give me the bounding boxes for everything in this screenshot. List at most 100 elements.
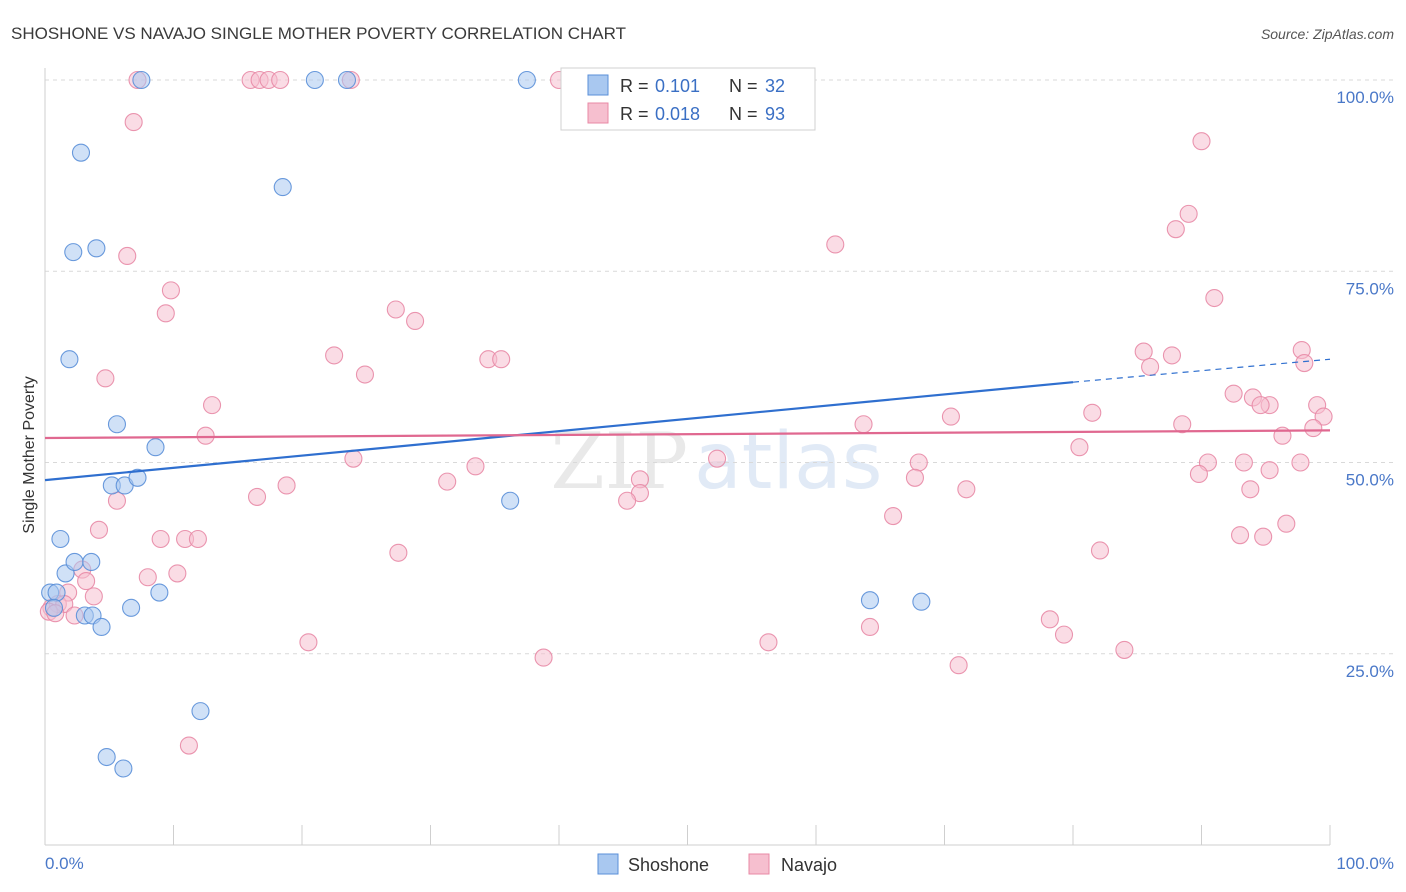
shoshone-point	[191, 702, 210, 721]
legend-r-label-shoshone: R =	[620, 76, 649, 96]
shoshone-point	[337, 70, 357, 90]
navajo-point	[1189, 464, 1208, 484]
navajo-point	[156, 304, 175, 323]
navajo-point	[84, 587, 103, 606]
navajo-point	[96, 369, 115, 388]
navajo-point	[107, 491, 127, 510]
shoshone-point	[82, 552, 101, 572]
legend-swatch-navajo	[587, 102, 609, 124]
chart-source: Source: ZipAtlas.com	[1261, 26, 1394, 42]
x-tick-label: 100.0%	[1336, 854, 1394, 873]
navajo-point	[1231, 526, 1250, 545]
navajo-point	[247, 487, 267, 506]
y-tick-label: 25.0%	[1346, 662, 1394, 681]
shoshone-point	[97, 747, 116, 767]
navajo-point	[1179, 204, 1198, 223]
navajo-point	[1260, 461, 1279, 480]
legend-n-label-navajo: N =	[729, 104, 758, 124]
navajo-point	[188, 529, 207, 549]
navajo-point	[271, 70, 290, 90]
bottom-legend-label-shoshone: Shoshone	[628, 855, 709, 875]
navajo-point	[1291, 453, 1310, 472]
x-tick-label: 0.0%	[45, 854, 84, 873]
navajo-point	[909, 453, 928, 472]
navajo-point	[708, 449, 727, 468]
navajo-point	[905, 468, 924, 487]
bottom-legend-label-navajo: Navajo	[781, 855, 837, 875]
shoshone-point	[146, 438, 165, 457]
legend-n-value-navajo: 93	[765, 104, 785, 124]
y-axis-label: Single Mother Poverty	[21, 376, 38, 533]
navajo-point	[161, 281, 180, 300]
legend-n-value-shoshone: 32	[765, 76, 785, 96]
navajo-point	[1134, 342, 1153, 361]
navajo-point	[1173, 415, 1192, 434]
gridlines	[45, 79, 1394, 655]
shoshone-point	[912, 592, 931, 611]
navajo-point	[386, 300, 405, 319]
legend-r-value-navajo: 0.018	[655, 104, 700, 124]
navajo-point	[277, 476, 296, 495]
navajo-point	[492, 350, 511, 369]
navajo-point	[860, 617, 880, 637]
shoshone-point	[122, 598, 141, 617]
shoshone-point	[114, 759, 133, 778]
navajo-point	[299, 633, 318, 652]
navajo-point	[196, 426, 215, 445]
navajo-point	[1205, 288, 1224, 308]
navajo-point	[1083, 403, 1102, 422]
watermark: ZIP atlas	[551, 417, 883, 507]
navajo-point	[438, 472, 457, 491]
navajo-point	[1166, 220, 1185, 239]
shoshone-point	[44, 598, 64, 617]
shoshone-point	[92, 617, 111, 637]
navajo-point	[77, 572, 96, 591]
shoshone-point	[860, 591, 880, 610]
navajo-point	[1040, 610, 1059, 629]
navajo-point	[151, 529, 170, 549]
navajo-point	[941, 407, 960, 426]
shoshone-point	[150, 583, 169, 602]
bottom-legend-swatch-navajo	[748, 853, 770, 875]
axes	[44, 68, 1331, 846]
bottom-legend: Shoshone Navajo	[597, 853, 837, 875]
y-tick-labels: 25.0% 50.0% 75.0% 100.0%	[1336, 88, 1394, 681]
chart-title: SHOSHONE VS NAVAJO SINGLE MOTHER POVERTY…	[11, 24, 626, 43]
navajo-point	[1054, 625, 1074, 644]
legend-n-label-shoshone: N =	[729, 76, 758, 96]
shoshone-point	[273, 178, 292, 197]
navajo-point	[826, 235, 845, 254]
navajo-point	[1141, 357, 1160, 376]
navajo-point	[1304, 419, 1323, 438]
y-tick-label: 75.0%	[1346, 279, 1394, 298]
shoshone-point	[132, 70, 151, 90]
navajo-point	[1251, 396, 1270, 415]
navajo-point	[118, 246, 137, 265]
navajo-point	[1314, 407, 1333, 426]
navajo-point	[949, 656, 968, 675]
navajo-point	[534, 648, 553, 667]
navajo-point	[406, 311, 425, 331]
navajo-point	[1070, 438, 1089, 457]
shoshone-point	[517, 70, 536, 90]
shoshone-points	[41, 70, 931, 778]
navajo-point	[325, 346, 344, 365]
bottom-legend-swatch-shoshone	[597, 853, 619, 875]
shoshone-point	[128, 468, 147, 487]
shoshone-point	[71, 143, 91, 162]
navajo-point	[344, 449, 363, 468]
shoshone-trend-extension	[1072, 358, 1331, 383]
navajo-point	[89, 520, 109, 539]
navajo-point	[957, 480, 976, 499]
navajo-point	[138, 568, 157, 587]
navajo-point	[854, 415, 873, 434]
navajo-point	[168, 564, 187, 583]
navajo-point	[1115, 640, 1134, 659]
shoshone-point	[65, 552, 84, 572]
y-tick-label: 50.0%	[1346, 471, 1394, 490]
legend-r-value-shoshone: 0.101	[655, 76, 700, 96]
legend-swatch-shoshone	[587, 74, 609, 96]
navajo-point	[1295, 353, 1314, 373]
navajo-point	[355, 365, 375, 384]
